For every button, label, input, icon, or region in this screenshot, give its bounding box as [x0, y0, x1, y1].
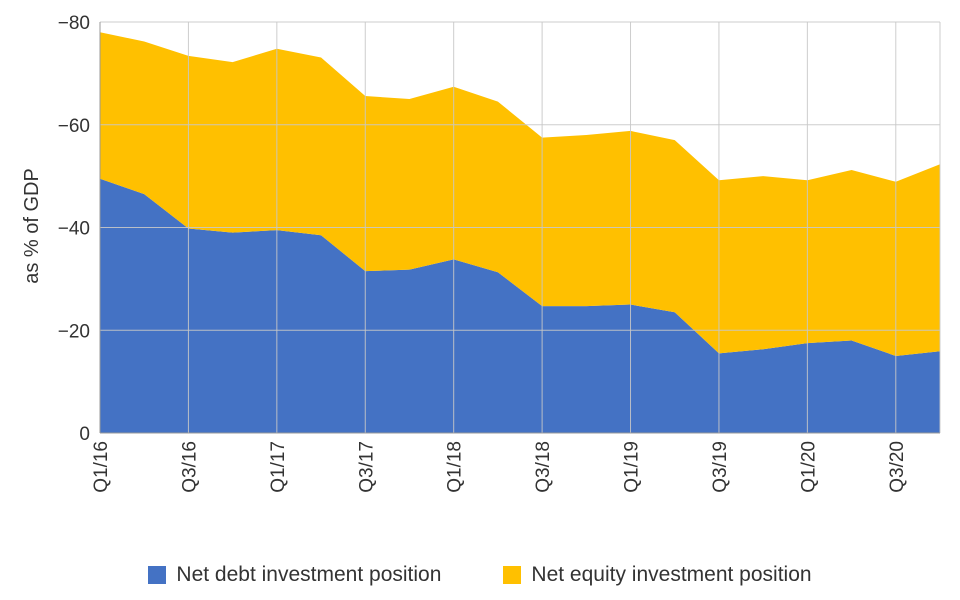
y-axis-title: as % of GDP [21, 168, 43, 284]
legend-label-equity: Net equity investment position [531, 563, 812, 586]
y-tick-label: −40 [58, 219, 90, 240]
chart-legend: Net debt investment position Net equity … [0, 560, 960, 590]
x-tick-label: Q1/16 [91, 441, 112, 493]
x-tick-label: Q3/17 [356, 441, 377, 493]
y-tick-label: −20 [58, 321, 90, 342]
legend-label-debt: Net debt investment position [176, 563, 442, 586]
gridlines [99, 21, 941, 434]
y-tick-label: −60 [58, 116, 90, 137]
plot-frame [99, 22, 940, 434]
x-axis-ticks: Q1/16 Q3/16 Q1/17 Q3/17 Q1/18 Q3/18 Q1/19 Q3/19… [91, 441, 908, 493]
legend-swatch-debt [148, 566, 167, 584]
y-tick-label: 0 [79, 424, 90, 445]
area-series-0 [100, 178, 940, 433]
y-axis-ticks: −80 −60 −40 −20 0 [58, 13, 90, 445]
legend-swatch-equity [503, 566, 522, 584]
x-tick-label: Q3/19 [710, 441, 731, 493]
x-tick-label: Q3/16 [179, 441, 200, 493]
area-series-1 [100, 32, 940, 356]
x-tick-label: Q3/18 [533, 441, 554, 493]
area-chart: −80−60−40−200 Q1/16 Q3/16 Q1/17 Q3/17 Q1/18 Q… [21, 13, 941, 493]
legend-item-equity: Net equity investment position [503, 563, 812, 587]
x-tick-label: Q1/17 [268, 441, 289, 493]
x-tick-label: Q3/20 [887, 441, 908, 493]
y-tick-label: −80 [58, 13, 90, 34]
x-tick-label: Q1/19 [622, 441, 643, 493]
stacked-areas [100, 32, 940, 433]
x-tick-label: Q1/20 [798, 441, 819, 493]
legend-item-debt: Net debt investment position [148, 563, 441, 587]
x-tick-label: Q1/18 [445, 441, 466, 493]
